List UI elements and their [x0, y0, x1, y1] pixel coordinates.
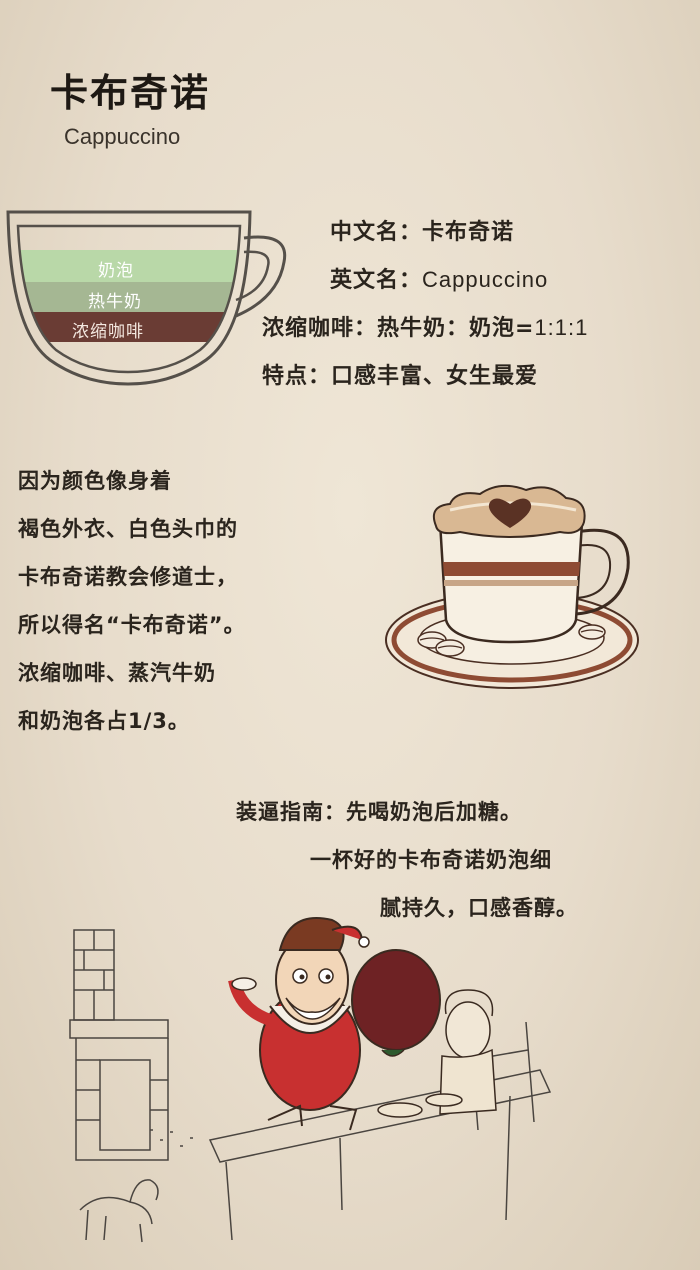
info-en-name: 英文名：Cappuccino [330, 262, 548, 294]
story-line: 浓缩咖啡、蒸汽牛奶 [18, 661, 216, 685]
layer-hot-milk [18, 282, 240, 312]
layer-espresso [18, 312, 240, 342]
story-line: 所以得名“卡布奇诺”。 [18, 613, 246, 637]
info-ratio-label: 浓缩咖啡：热牛奶：奶泡= [262, 316, 535, 341]
guide-line: 一杯好的卡布奇诺奶泡细 [310, 848, 552, 872]
info-en-name-label: 英文名： [330, 268, 423, 293]
cappuccino-cup-illustration [385, 484, 639, 689]
story-line: 和奶泡各占1/3。 [18, 709, 190, 733]
info-ratio-value: 1:1:1 [534, 315, 589, 340]
story-line: 因为颜色像身着 [18, 469, 172, 493]
story-line: 褐色外衣、白色头巾的 [18, 517, 238, 541]
santa-scene-illustration [69, 917, 552, 1243]
layer-label-espresso: 浓缩咖啡 [72, 322, 144, 342]
info-ratio: 浓缩咖啡：热牛奶：奶泡=1:1:1 [262, 310, 588, 342]
info-en-name-value: Cappuccino [422, 267, 549, 292]
guide-line: 装逼指南：先喝奶泡后加糖。 [236, 800, 522, 824]
layer-label-hot-milk: 热牛奶 [88, 292, 142, 312]
layer-label-foam: 奶泡 [98, 261, 134, 281]
guide-line: 腻持久，口感香醇。 [380, 896, 578, 920]
story-line: 卡布奇诺教会修道士， [18, 565, 238, 589]
layer-foam [18, 250, 240, 282]
info-cn-name: 中文名：卡布奇诺 [330, 220, 515, 245]
cup-layer-diagram: 奶泡 热牛奶 浓缩咖啡 [0, 200, 300, 390]
page-title: 卡布奇诺 [50, 71, 211, 115]
page-subtitle: Cappuccino [64, 124, 181, 149]
cup-outline-icon [6, 210, 287, 386]
info-feature: 特点：口感丰富、女生最爱 [262, 364, 539, 389]
